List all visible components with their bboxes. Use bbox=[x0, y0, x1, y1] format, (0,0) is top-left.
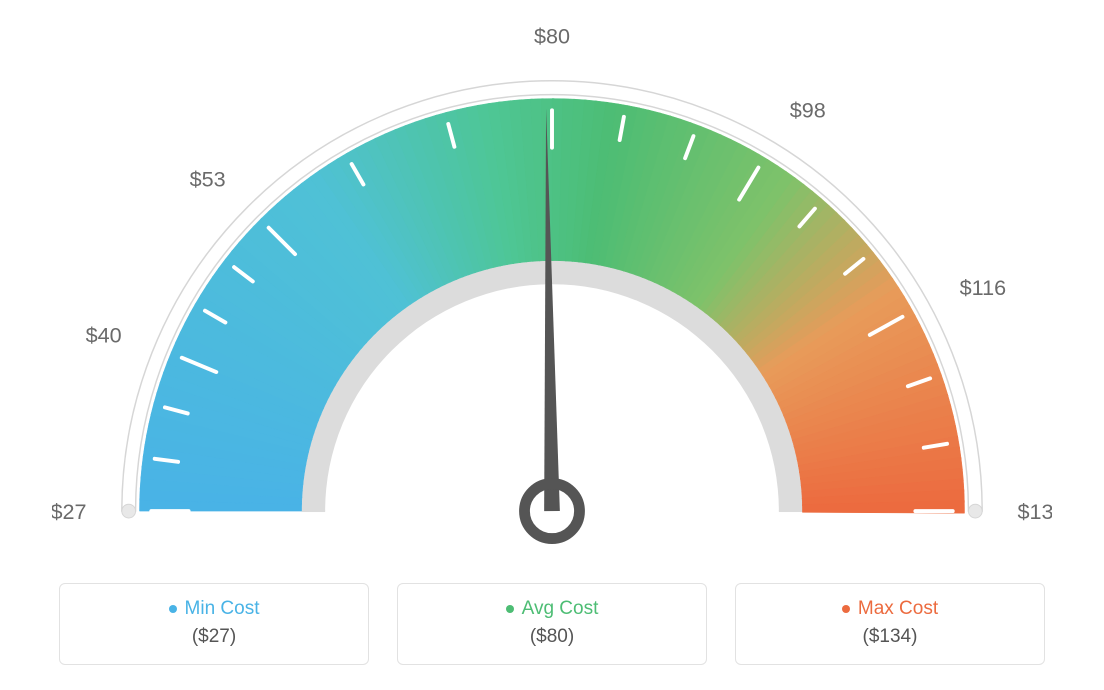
legend-avg-title: Avg Cost bbox=[506, 598, 599, 620]
legend-max-dot bbox=[842, 605, 850, 613]
legend-avg-label: Avg Cost bbox=[522, 598, 599, 620]
gauge-tick-label: $98 bbox=[790, 97, 826, 122]
legend-avg-card: Avg Cost ($80) bbox=[397, 583, 707, 665]
legend-min-value: ($27) bbox=[60, 626, 368, 648]
legend-min-label: Min Cost bbox=[185, 598, 260, 620]
legend-max-label: Max Cost bbox=[858, 598, 938, 620]
legend-max-card: Max Cost ($134) bbox=[735, 583, 1045, 665]
gauge-svg: $27 $40 $53 $80 $98 $116 $134 bbox=[52, 20, 1052, 570]
gauge-tick-label: $116 bbox=[960, 275, 1006, 300]
gauge-tick-label: $40 bbox=[86, 322, 122, 347]
gauge-tick-label: $134 bbox=[1018, 499, 1052, 524]
legend-avg-value: ($80) bbox=[398, 626, 706, 648]
legend-max-title: Max Cost bbox=[842, 598, 938, 620]
legend-avg-dot bbox=[506, 605, 514, 613]
gauge-tick-label: $27 bbox=[52, 499, 86, 524]
legend-min-card: Min Cost ($27) bbox=[59, 583, 369, 665]
legend-min-title: Min Cost bbox=[169, 598, 260, 620]
cost-gauge: $27 $40 $53 $80 $98 $116 $134 bbox=[52, 20, 1052, 570]
legend-row: Min Cost ($27) Avg Cost ($80) Max Cost (… bbox=[59, 583, 1045, 665]
legend-max-value: ($134) bbox=[736, 626, 1044, 648]
gauge-tick-label: $53 bbox=[190, 167, 226, 192]
legend-min-dot bbox=[169, 605, 177, 613]
gauge-tick-label: $80 bbox=[534, 24, 570, 49]
